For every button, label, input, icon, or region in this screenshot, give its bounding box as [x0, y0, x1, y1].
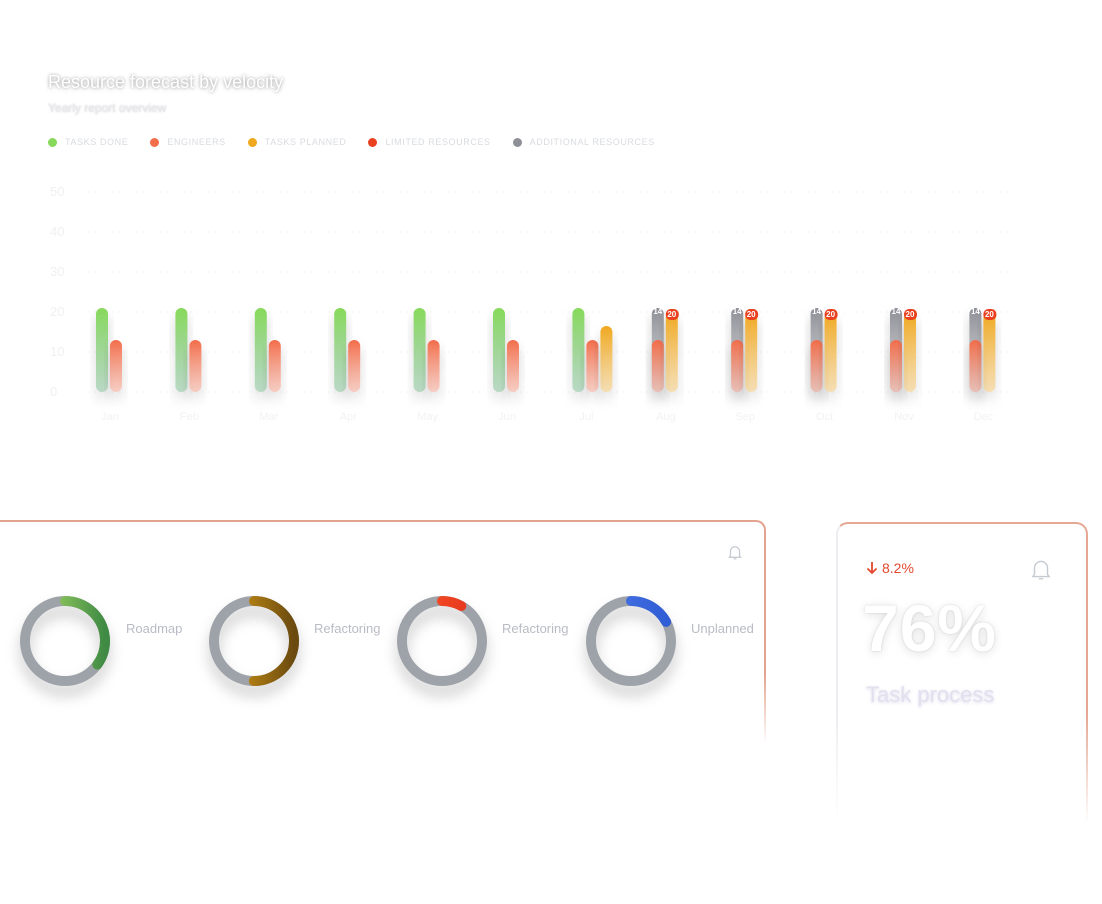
- data-label-additional: 14: [892, 307, 901, 316]
- bar-tasks-done: [493, 308, 505, 392]
- data-label-additional: 14: [733, 307, 742, 316]
- kpi-delta-value: 8.2%: [882, 560, 914, 576]
- data-label-badge: [904, 309, 917, 320]
- bar-engineers: [348, 340, 361, 392]
- x-tick-label: Dec: [974, 411, 994, 423]
- x-tick-label: Oct: [816, 411, 833, 423]
- bar-tasks-done: [175, 308, 188, 392]
- bar-engineers: [507, 340, 519, 392]
- bar-engineers: [651, 340, 664, 392]
- bell-icon[interactable]: [726, 543, 744, 561]
- legend-item-engineers[interactable]: Engineers: [150, 137, 225, 147]
- legend-dot: [368, 137, 378, 147]
- bar-tasks-planned: [983, 312, 996, 392]
- kpi-value: 76%: [862, 591, 998, 665]
- chart-subtitle: Yearly report overview: [48, 101, 167, 115]
- data-label-additional: 14: [812, 307, 821, 316]
- y-tick-label: 40: [50, 224, 64, 239]
- legend-dot: [247, 137, 257, 147]
- legend-item-tasks-planned[interactable]: Tasks planned: [247, 137, 347, 147]
- y-tick-label: 20: [50, 304, 64, 319]
- bar-tasks-planned: [904, 312, 916, 392]
- bar-engineers: [890, 340, 902, 392]
- chart-legend: Tasks done Engineers Tasks planned Limit…: [48, 137, 677, 147]
- bar-chart: 50 40 30 20 10 0 Jan Feb Mar Apr May Jun Jul 14 20 Aug 1…: [50, 184, 1030, 423]
- x-tick-label: Sep: [735, 411, 755, 423]
- kpi-label: Task process: [866, 682, 995, 707]
- data-label-planned: 20: [906, 310, 915, 319]
- data-label-badge: [983, 309, 997, 320]
- bar-engineers: [969, 340, 982, 392]
- donut-label-refactoring-2: Refactoring: [502, 621, 569, 636]
- bar-engineers: [268, 340, 281, 392]
- donut-label-refactoring-1: Refactoring: [314, 621, 381, 636]
- legend-dot: [150, 137, 160, 147]
- legend-dot: [48, 137, 57, 147]
- bar-tasks-done: [96, 308, 108, 392]
- chart-title: Resource forecast by velocity: [48, 72, 284, 92]
- x-tick-label: Feb: [180, 411, 199, 423]
- legend-item-tasks-done[interactable]: Tasks done: [48, 137, 128, 147]
- donut-refactoring-1[interactable]: [209, 596, 299, 686]
- bar-tasks-planned: [600, 326, 613, 392]
- kpi-delta: 8.2%: [866, 560, 914, 576]
- data-label-planned: 20: [747, 310, 756, 319]
- bar-tasks-done: [254, 308, 267, 392]
- donut-progress-arc: [586, 596, 676, 686]
- x-tick-label: Jan: [101, 411, 119, 423]
- donut-progress-arc: [397, 596, 487, 686]
- arrow-down-icon: [866, 562, 878, 575]
- bell-icon[interactable]: [1028, 556, 1054, 582]
- bar-tasks-done: [572, 308, 585, 392]
- data-label-planned: 20: [826, 310, 835, 319]
- data-label-planned: 20: [667, 310, 676, 319]
- bar-engineers: [427, 340, 440, 392]
- donut-label-roadmap: Roadmap: [126, 621, 183, 636]
- donut-label-unplanned: Unplanned: [691, 621, 754, 636]
- data-label-planned: 20: [985, 310, 994, 319]
- data-label-badge: [665, 309, 679, 320]
- kpi-card: [836, 522, 1088, 824]
- legend-dot: [512, 137, 522, 147]
- y-tick-label: 30: [50, 264, 64, 279]
- donut-progress-arc: [209, 596, 299, 686]
- data-label-badge: [745, 309, 759, 320]
- x-tick-label: May: [417, 411, 438, 423]
- progress-card: [0, 520, 766, 744]
- bar-engineers: [810, 340, 823, 392]
- bar-tasks-planned: [745, 312, 758, 392]
- x-tick-label: Jul: [579, 411, 593, 423]
- x-tick-label: Apr: [340, 411, 357, 423]
- bar-engineers: [110, 340, 122, 392]
- y-tick-label: 50: [50, 184, 64, 199]
- x-tick-label: Nov: [894, 411, 914, 423]
- x-tick-label: Aug: [656, 411, 676, 423]
- legend-item-limited-resources[interactable]: Limited resources: [368, 137, 490, 147]
- bar-engineers: [731, 340, 744, 392]
- data-label-additional: 14: [653, 307, 662, 316]
- x-tick-label: Jun: [498, 411, 516, 423]
- bar-engineers: [189, 340, 202, 392]
- bar-engineers: [586, 340, 599, 392]
- y-tick-label: 10: [50, 344, 64, 359]
- x-tick-label: Mar: [259, 411, 278, 423]
- bar-tasks-done: [413, 308, 426, 392]
- legend-label: Tasks done: [65, 137, 129, 147]
- bar-tasks-done: [334, 308, 347, 392]
- legend-label: Tasks planned: [264, 137, 347, 147]
- legend-label: Limited resources: [385, 137, 491, 147]
- donut-roadmap[interactable]: [20, 596, 110, 686]
- data-label-additional: 14: [971, 307, 980, 316]
- data-label-badge: [824, 309, 838, 320]
- legend-item-additional-resources[interactable]: Additional resources: [512, 137, 655, 147]
- y-tick-label: 0: [50, 384, 57, 399]
- donut-progress-arc: [20, 596, 110, 686]
- donut-refactoring-2[interactable]: [397, 596, 487, 686]
- bar-tasks-planned: [824, 312, 837, 392]
- legend-label: Engineers: [167, 137, 226, 147]
- bar-tasks-planned: [665, 312, 678, 392]
- legend-label: Additional resources: [529, 137, 655, 147]
- donut-unplanned[interactable]: [586, 596, 676, 686]
- donut-track: [397, 596, 487, 686]
